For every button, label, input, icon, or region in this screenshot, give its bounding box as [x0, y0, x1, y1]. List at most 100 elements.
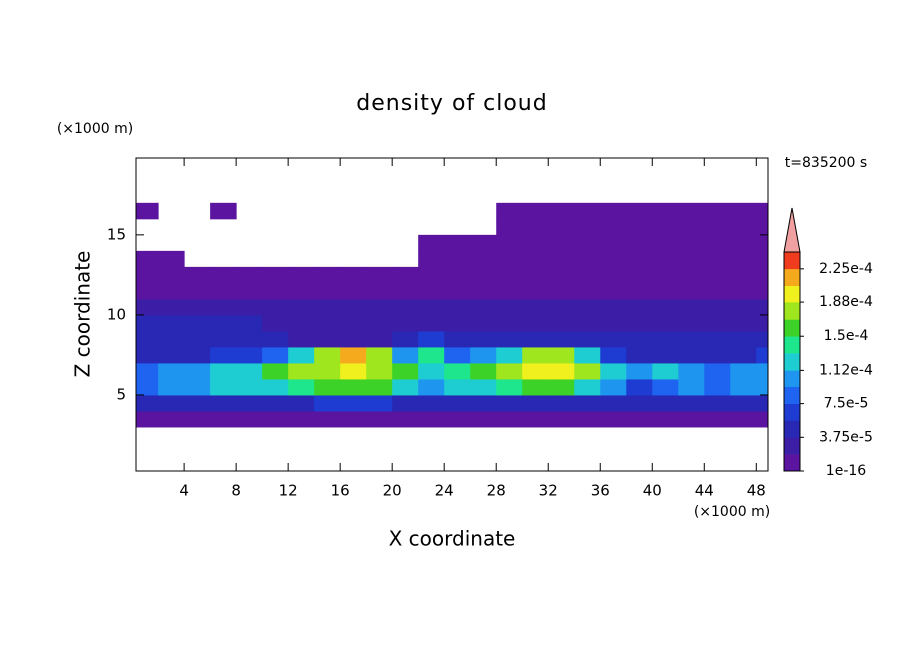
- contour-cell: [522, 298, 549, 316]
- contour-cell: [470, 410, 497, 428]
- annotation: t=835200 s: [785, 155, 867, 171]
- contour-cell: [314, 378, 341, 396]
- contour-cell: [262, 410, 289, 428]
- contour-cell: [704, 202, 731, 220]
- contour-cell: [314, 410, 341, 428]
- contour-cell: [600, 298, 627, 316]
- contour-cell: [678, 394, 705, 412]
- contour-cell: [496, 378, 523, 396]
- colorbar-tick-label: 2.25e-4: [819, 261, 873, 277]
- contour-cell: [704, 314, 731, 332]
- contour-cell: [626, 378, 653, 396]
- colorbar-tick-label: 1.88e-4: [819, 294, 873, 310]
- contour-cell: [340, 298, 367, 316]
- contour-cell: [704, 250, 731, 268]
- contour-cell: [210, 346, 237, 364]
- contour-cell: [496, 218, 523, 236]
- contour-cell: [626, 330, 653, 348]
- contour-cell: [136, 330, 159, 348]
- contour-cell: [626, 218, 653, 236]
- contour-cell: [626, 266, 653, 284]
- colorbar-band: [784, 420, 800, 438]
- contour-cell: [444, 394, 471, 412]
- contour-cell: [314, 298, 341, 316]
- contour-cell: [548, 378, 575, 396]
- contour-cell: [366, 410, 393, 428]
- contour-cell: [652, 298, 679, 316]
- contour-cell: [288, 298, 315, 316]
- contour-cell: [730, 266, 757, 284]
- contour-cell: [340, 346, 367, 364]
- colorbar-band: [784, 319, 800, 337]
- contour-cell: [652, 330, 679, 348]
- contour-cell: [652, 250, 679, 268]
- contour-cell: [158, 346, 185, 364]
- contour-cell: [392, 362, 419, 380]
- contour-cell: [210, 362, 237, 380]
- contour-cell: [314, 362, 341, 380]
- contour-cell: [184, 330, 211, 348]
- contour-cell: [444, 378, 471, 396]
- contour-cell: [678, 218, 705, 236]
- contour-cell: [340, 410, 367, 428]
- contour-cell: [470, 362, 497, 380]
- y-tick-label: 5: [116, 385, 126, 403]
- contour-cell: [496, 362, 523, 380]
- contour-cell: [470, 266, 497, 284]
- contour-cell: [600, 362, 627, 380]
- contour-cell: [730, 362, 757, 380]
- contour-cell: [600, 282, 627, 300]
- contour-cell: [626, 282, 653, 300]
- contour-cell: [678, 234, 705, 252]
- contour-cell: [704, 346, 731, 364]
- contour-cell: [678, 378, 705, 396]
- contour-cell: [210, 330, 237, 348]
- colorbar-band: [784, 370, 800, 388]
- contour-cell: [704, 362, 731, 380]
- contour-cell: [340, 282, 367, 300]
- contour-cell: [288, 410, 315, 428]
- y-axis-label: Z coordinate: [71, 251, 95, 378]
- contour-cell: [626, 298, 653, 316]
- contour-cell: [652, 362, 679, 380]
- contour-cell: [136, 410, 159, 428]
- contour-cell: [522, 282, 549, 300]
- contour-cell: [392, 314, 419, 332]
- contour-cell: [756, 346, 768, 364]
- colorbar-band: [784, 437, 800, 455]
- contour-cell: [236, 266, 263, 284]
- contour-cell: [158, 378, 185, 396]
- contour-cell: [600, 218, 627, 236]
- x-tick-label: 20: [383, 482, 402, 500]
- contour-cell: [652, 266, 679, 284]
- contour-cell: [444, 234, 471, 252]
- x-unit: (×1000 m): [694, 504, 770, 520]
- contour-cell: [366, 330, 393, 348]
- colorbar-tick-label: 3.75e-5: [819, 429, 873, 445]
- contour-cell: [496, 394, 523, 412]
- contour-cell: [600, 202, 627, 220]
- contour-cell: [366, 282, 393, 300]
- contour-cell: [158, 330, 185, 348]
- contour-cell: [136, 250, 159, 268]
- contour-cell: [236, 298, 263, 316]
- contour-cell: [470, 378, 497, 396]
- contour-cell: [522, 266, 549, 284]
- colorbar-band: [784, 285, 800, 303]
- contour-cell: [366, 298, 393, 316]
- contour-cell: [730, 218, 757, 236]
- contour-cell: [444, 346, 471, 364]
- contour-cell: [574, 330, 601, 348]
- contour-cell: [496, 282, 523, 300]
- contour-cell: [158, 266, 185, 284]
- contour-cell: [626, 346, 653, 364]
- contour-cell: [652, 282, 679, 300]
- contour-cell: [652, 202, 679, 220]
- contour-cell: [626, 314, 653, 332]
- contour-cell: [184, 410, 211, 428]
- contour-cell: [262, 362, 289, 380]
- contour-cell: [730, 282, 757, 300]
- colorbar-tick-label: 1.5e-4: [824, 328, 869, 344]
- contour-cell: [236, 394, 263, 412]
- contour-cell: [418, 282, 445, 300]
